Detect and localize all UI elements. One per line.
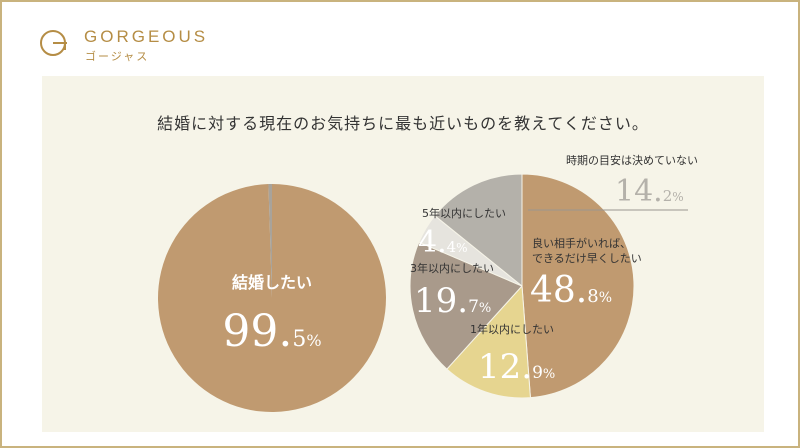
pie-left: 結婚したい 99.5% xyxy=(157,184,386,412)
slice-percent-3year: 19.7% xyxy=(414,281,491,321)
left-pie-slice-1 xyxy=(268,184,272,298)
right-pie-slice-0 xyxy=(521,173,635,399)
slice-label-undecided: 時期の目安は決めていない xyxy=(566,153,698,167)
slice-label-3year: 3年以内にしたい xyxy=(410,261,494,275)
brand-logo: GORGEOUS ゴージャス xyxy=(38,26,228,66)
slice-label-soon-line2: できるだけ早くしたい xyxy=(532,252,642,265)
left-slice-label: 結婚したい xyxy=(232,273,312,292)
right-pie-slice-2 xyxy=(409,241,523,370)
right-pie-slice-4 xyxy=(434,173,523,288)
right-pie-slice-1 xyxy=(446,284,531,399)
slice-percent-1year: 12.9% xyxy=(478,347,555,387)
brand-name: GORGEOUS xyxy=(84,27,209,46)
pie-right: 良い相手がいれば、 できるだけ早くしたい 48.8% 1年以内にしたい 12.9… xyxy=(409,153,698,399)
slice-percent-5year: 4.4% xyxy=(418,225,468,260)
pie-charts: 結婚したい 99.5% 良い相手がいれば、 できるだけ早くしたい 48.8% 1… xyxy=(157,153,698,412)
left-pie-slice-0 xyxy=(157,184,386,412)
slice-label-1year: 1年以内にしたい xyxy=(470,322,554,336)
slice-percent-undecided: 14.2% xyxy=(615,174,684,209)
slice-label-5year: 5年以内にしたい xyxy=(422,206,506,220)
slice-percent-soon: 48.8% xyxy=(530,270,612,311)
chart-panel: 結婚に対する現在のお気持ちに最も近いものを教えてください。 結婚したい 99.5… xyxy=(42,76,764,432)
brand-kana: ゴージャス xyxy=(85,50,150,63)
chart-title: 結婚に対する現在のお気持ちに最も近いものを教えてください。 xyxy=(157,114,649,133)
brand-mark-icon xyxy=(40,30,67,56)
left-slice-percent: 99.5% xyxy=(222,306,321,357)
slice-label-soon-line1: 良い相手がいれば、 xyxy=(532,236,631,250)
